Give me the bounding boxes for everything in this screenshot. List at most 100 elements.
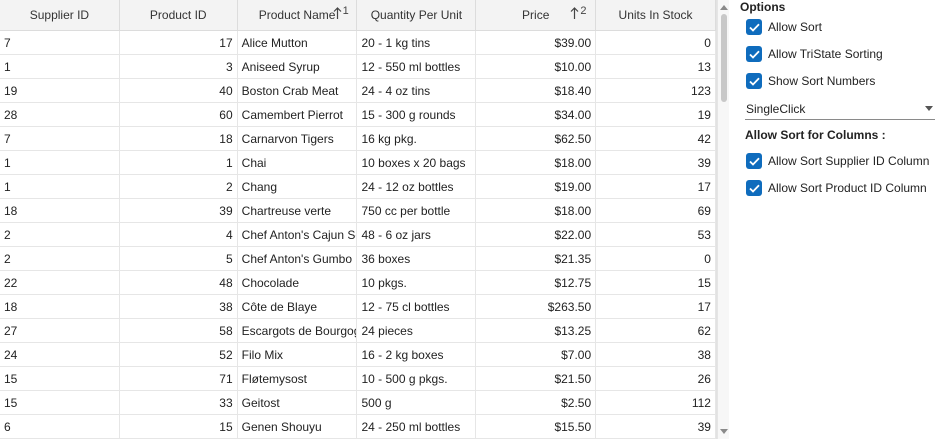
table-cell[interactable]: 16 - 2 kg boxes <box>357 343 477 366</box>
table-cell[interactable]: $18.00 <box>476 199 597 222</box>
table-cell[interactable]: 15 <box>0 391 120 414</box>
table-cell[interactable]: 4 <box>120 223 238 246</box>
table-cell[interactable]: 24 - 4 oz tins <box>357 79 477 102</box>
table-cell[interactable]: 19 <box>596 103 716 126</box>
allow-sort-supplier-checkbox[interactable] <box>746 153 762 169</box>
table-cell[interactable]: 15 - 300 g rounds <box>357 103 477 126</box>
table-cell[interactable]: 27 <box>0 319 120 342</box>
table-cell[interactable]: Chef Anton's Cajun Seasoning <box>238 223 358 246</box>
table-cell[interactable]: Chai <box>238 151 358 174</box>
table-cell[interactable]: 48 <box>120 271 238 294</box>
sort-click-mode-dropdown[interactable]: SingleClick <box>745 98 935 120</box>
table-row[interactable]: 1 3 Aniseed Syrup 12 - 550 ml bottles $10.00… <box>0 55 716 79</box>
allow-tristate-checkbox[interactable] <box>746 46 762 62</box>
table-cell[interactable]: 38 <box>596 343 716 366</box>
table-cell[interactable]: 1 <box>0 55 120 78</box>
table-cell[interactable]: $39.00 <box>476 31 597 54</box>
table-cell[interactable]: 1 <box>0 175 120 198</box>
table-row[interactable]: 18 38 Côte de Blaye 12 - 75 cl bottles $263.… <box>0 295 716 319</box>
table-cell[interactable]: 0 <box>596 31 716 54</box>
table-cell[interactable]: Chang <box>238 175 358 198</box>
show-sort-numbers-option[interactable]: Show Sort Numbers <box>746 72 875 90</box>
table-cell[interactable]: Camembert Pierrot <box>238 103 358 126</box>
table-cell[interactable]: 39 <box>596 415 716 438</box>
table-cell[interactable]: 24 pieces <box>357 319 477 342</box>
header-product-name[interactable]: Product Name 1 <box>238 0 358 30</box>
table-cell[interactable]: Geitost <box>238 391 358 414</box>
allow-tristate-option[interactable]: Allow TriState Sorting <box>746 45 883 63</box>
table-row[interactable]: 28 60 Camembert Pierrot 15 - 300 g rounds $3… <box>0 103 716 127</box>
table-cell[interactable]: 6 <box>0 415 120 438</box>
table-cell[interactable]: 62 <box>596 319 716 342</box>
scroll-up-arrow-icon[interactable] <box>720 3 728 11</box>
table-row[interactable]: 15 71 Fløtemysost 10 - 500 g pkgs. $21.50 26 <box>0 367 716 391</box>
table-cell[interactable]: Chef Anton's Gumbo Mix <box>238 247 358 270</box>
table-cell[interactable]: 19 <box>0 79 120 102</box>
header-price[interactable]: Price 2 <box>476 0 597 30</box>
table-row[interactable]: 22 48 Chocolade 10 pkgs. $12.75 15 <box>0 271 716 295</box>
table-cell[interactable]: $263.50 <box>476 295 597 318</box>
table-cell[interactable]: 112 <box>596 391 716 414</box>
table-cell[interactable]: Alice Mutton <box>238 31 358 54</box>
table-cell[interactable]: 15 <box>120 415 238 438</box>
table-cell[interactable]: $18.00 <box>476 151 597 174</box>
table-cell[interactable]: Chocolade <box>238 271 358 294</box>
table-row[interactable]: 7 17 Alice Mutton 20 - 1 kg tins $39.00 0 <box>0 31 716 55</box>
table-cell[interactable]: 3 <box>120 55 238 78</box>
scroll-down-arrow-icon[interactable] <box>720 428 728 436</box>
table-cell[interactable]: 10 - 500 g pkgs. <box>357 367 477 390</box>
table-cell[interactable]: 0 <box>596 247 716 270</box>
table-cell[interactable]: 38 <box>120 295 238 318</box>
table-cell[interactable]: 750 cc per bottle <box>357 199 477 222</box>
table-cell[interactable]: 60 <box>120 103 238 126</box>
allow-sort-checkbox[interactable] <box>746 19 762 35</box>
table-cell[interactable]: 24 <box>0 343 120 366</box>
show-sort-numbers-checkbox[interactable] <box>746 73 762 89</box>
table-cell[interactable]: $18.40 <box>476 79 597 102</box>
table-cell[interactable]: 123 <box>596 79 716 102</box>
allow-sort-supplier-option[interactable]: Allow Sort Supplier ID Column <box>746 152 929 170</box>
table-cell[interactable]: 18 <box>120 127 238 150</box>
table-cell[interactable]: 18 <box>0 199 120 222</box>
table-cell[interactable]: 2 <box>120 175 238 198</box>
table-cell[interactable]: Aniseed Syrup <box>238 55 358 78</box>
table-cell[interactable]: 17 <box>596 175 716 198</box>
table-cell[interactable]: Côte de Blaye <box>238 295 358 318</box>
table-cell[interactable]: Boston Crab Meat <box>238 79 358 102</box>
table-cell[interactable]: 10 pkgs. <box>357 271 477 294</box>
table-row[interactable]: 1 2 Chang 24 - 12 oz bottles $19.00 17 <box>0 175 716 199</box>
table-cell[interactable]: 18 <box>0 295 120 318</box>
table-cell[interactable]: 15 <box>596 271 716 294</box>
header-product-id[interactable]: Product ID <box>120 0 238 30</box>
table-cell[interactable]: 1 <box>0 151 120 174</box>
table-cell[interactable]: 7 <box>0 31 120 54</box>
table-cell[interactable]: $22.00 <box>476 223 597 246</box>
table-cell[interactable]: 2 <box>0 247 120 270</box>
table-cell[interactable]: 2 <box>0 223 120 246</box>
table-cell[interactable]: 1 <box>120 151 238 174</box>
table-cell[interactable]: 13 <box>596 55 716 78</box>
table-cell[interactable]: $21.50 <box>476 367 597 390</box>
table-cell[interactable]: $10.00 <box>476 55 597 78</box>
scroll-thumb[interactable] <box>721 14 727 102</box>
table-cell[interactable]: $2.50 <box>476 391 597 414</box>
table-cell[interactable]: 22 <box>0 271 120 294</box>
table-cell[interactable]: Chartreuse verte <box>238 199 358 222</box>
table-cell[interactable]: 12 - 550 ml bottles <box>357 55 477 78</box>
table-cell[interactable]: 20 - 1 kg tins <box>357 31 477 54</box>
table-cell[interactable]: 10 boxes x 20 bags <box>357 151 477 174</box>
table-cell[interactable]: Genen Shouyu <box>238 415 358 438</box>
table-cell[interactable]: 52 <box>120 343 238 366</box>
table-row[interactable]: 15 33 Geitost 500 g $2.50 112 <box>0 391 716 415</box>
table-cell[interactable]: Carnarvon Tigers <box>238 127 358 150</box>
table-cell[interactable]: 28 <box>0 103 120 126</box>
table-cell[interactable]: 39 <box>596 151 716 174</box>
allow-sort-option[interactable]: Allow Sort <box>746 18 822 36</box>
table-cell[interactable]: 69 <box>596 199 716 222</box>
table-cell[interactable]: 39 <box>120 199 238 222</box>
table-cell[interactable]: 12 - 75 cl bottles <box>357 295 477 318</box>
table-cell[interactable]: 33 <box>120 391 238 414</box>
table-cell[interactable]: Filo Mix <box>238 343 358 366</box>
